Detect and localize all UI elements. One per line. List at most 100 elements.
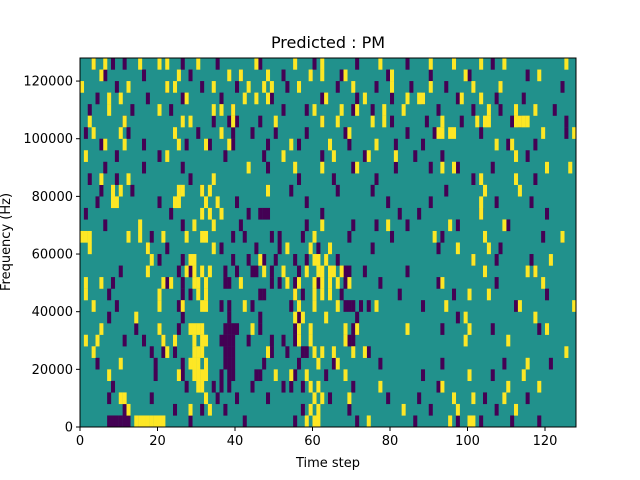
- heatmap-cell-high: [316, 415, 321, 428]
- heatmap-cell-low: [277, 277, 282, 289]
- heatmap-cell-low: [525, 150, 530, 162]
- x-axis: 0 20 40 60 80 100 120: [76, 427, 557, 449]
- heatmap-cell-high: [118, 92, 123, 105]
- heatmap-cell-high: [107, 369, 112, 382]
- heatmap-cell-low: [421, 369, 426, 382]
- heatmap-cell-low: [180, 254, 185, 266]
- heatmap-cell-low: [184, 380, 189, 393]
- heatmap-cell-low: [188, 69, 193, 82]
- heatmap-cell-low: [413, 415, 418, 428]
- heatmap-cell-low: [494, 403, 499, 416]
- heatmap-cell-low: [273, 127, 278, 139]
- heatmap-cell-high: [405, 92, 410, 105]
- heatmap-cell-low: [459, 115, 464, 128]
- heatmap-cell-low: [378, 277, 383, 289]
- heatmap-cell-high: [362, 346, 367, 358]
- heatmap-cell-low: [126, 415, 131, 428]
- heatmap-cell-low: [149, 346, 154, 358]
- heatmap-cell-high: [122, 392, 127, 405]
- heatmap-cell-low: [227, 357, 232, 370]
- heatmap-cell-low: [560, 81, 565, 93]
- heatmap-cell-low: [173, 346, 178, 358]
- heatmap-cell-low: [343, 277, 348, 289]
- heatmap-cell-low: [386, 69, 391, 82]
- heatmap-cell-high: [103, 58, 108, 70]
- heatmap-cell-high: [99, 69, 104, 82]
- heatmap-cell-high: [479, 207, 484, 220]
- heatmap-cell-high: [331, 265, 336, 278]
- heatmap-cell-low: [180, 357, 185, 370]
- heatmap-cell-low: [490, 323, 495, 335]
- heatmap-cell-high: [514, 173, 519, 185]
- heatmap-cell-high: [180, 184, 185, 197]
- heatmap-cell-low: [258, 207, 263, 220]
- heatmap-cell-high: [467, 323, 472, 335]
- heatmap-cell-low: [506, 219, 511, 232]
- heatmap-cell-low: [223, 346, 228, 358]
- heatmap-cell-low: [362, 150, 367, 162]
- heatmap-cell-high: [188, 115, 193, 128]
- heatmap-cell-low: [231, 138, 236, 151]
- heatmap-cell-high: [99, 323, 104, 335]
- heatmap-cell-low: [409, 81, 414, 93]
- heatmap-cell-high: [525, 357, 530, 370]
- heatmap-cell-high: [297, 81, 302, 93]
- heatmap-cell-high: [273, 369, 278, 382]
- heatmap-cell-high: [448, 127, 453, 139]
- heatmap-cell-high: [91, 127, 96, 139]
- heatmap-cell-high: [479, 196, 484, 209]
- y-axis: 0 20000 40000 60000 80000 100000 120000: [23, 75, 80, 436]
- heatmap-cell-high: [343, 334, 348, 347]
- heatmap-cell-low: [188, 415, 193, 428]
- heatmap-cell-low: [180, 288, 185, 301]
- heatmap-cell-low: [498, 104, 503, 116]
- heatmap-cell-low: [293, 323, 298, 335]
- heatmap-cell-high: [196, 58, 201, 70]
- heatmap-cell-high: [126, 230, 131, 243]
- y-tick-label: 0: [65, 421, 73, 436]
- heatmap-cell-high: [289, 138, 294, 151]
- heatmap-cell-low: [421, 300, 426, 312]
- x-axis-label: Time step: [295, 456, 360, 471]
- heatmap-cell-high: [428, 58, 433, 70]
- heatmap-cell-high: [192, 254, 197, 266]
- y-tick-label: 100000: [23, 132, 73, 147]
- heatmap-cell-high: [355, 161, 360, 174]
- heatmap-cell-high: [173, 334, 178, 347]
- heatmap-cell-low: [316, 277, 321, 289]
- heatmap-cell-low: [300, 346, 305, 358]
- heatmap-cell-low: [490, 369, 495, 382]
- heatmap-cell-high: [440, 127, 445, 139]
- heatmap-cell-low: [436, 277, 441, 289]
- heatmap-cell-high: [366, 150, 371, 162]
- heatmap-cell-low: [502, 357, 507, 370]
- heatmap-cell-high: [211, 219, 216, 232]
- heatmap-cell-low: [107, 311, 112, 324]
- heatmap-cell-low: [521, 92, 526, 105]
- heatmap-cell-high: [207, 403, 212, 416]
- heatmap-cell-low: [111, 277, 116, 289]
- heatmap-cell-high: [339, 265, 344, 278]
- heatmap-cell-high: [455, 242, 460, 255]
- heatmap-cell-low: [231, 230, 236, 243]
- heatmap-cell-low: [455, 311, 460, 324]
- heatmap-cell-low: [87, 173, 92, 185]
- heatmap-cell-low: [165, 277, 170, 289]
- heatmap-cell-low: [564, 127, 569, 139]
- heatmap-cell-low: [107, 415, 112, 428]
- heatmap-cell-high: [149, 415, 154, 428]
- heatmap-cell-low: [262, 288, 267, 301]
- heatmap-cell-low: [355, 311, 360, 324]
- heatmap-cell-low: [219, 300, 224, 312]
- heatmap-cell-low: [533, 173, 538, 185]
- heatmap-cells: [80, 58, 577, 428]
- heatmap-cell-low: [269, 230, 274, 243]
- heatmap-cell-high: [382, 104, 387, 116]
- heatmap-cell-low: [219, 242, 224, 255]
- heatmap-cell-high: [95, 334, 100, 347]
- heatmap-cell-low: [281, 334, 286, 347]
- heatmap-cell-high: [452, 161, 457, 174]
- heatmap-cell-high: [328, 265, 333, 278]
- heatmap-cell-low: [246, 334, 251, 347]
